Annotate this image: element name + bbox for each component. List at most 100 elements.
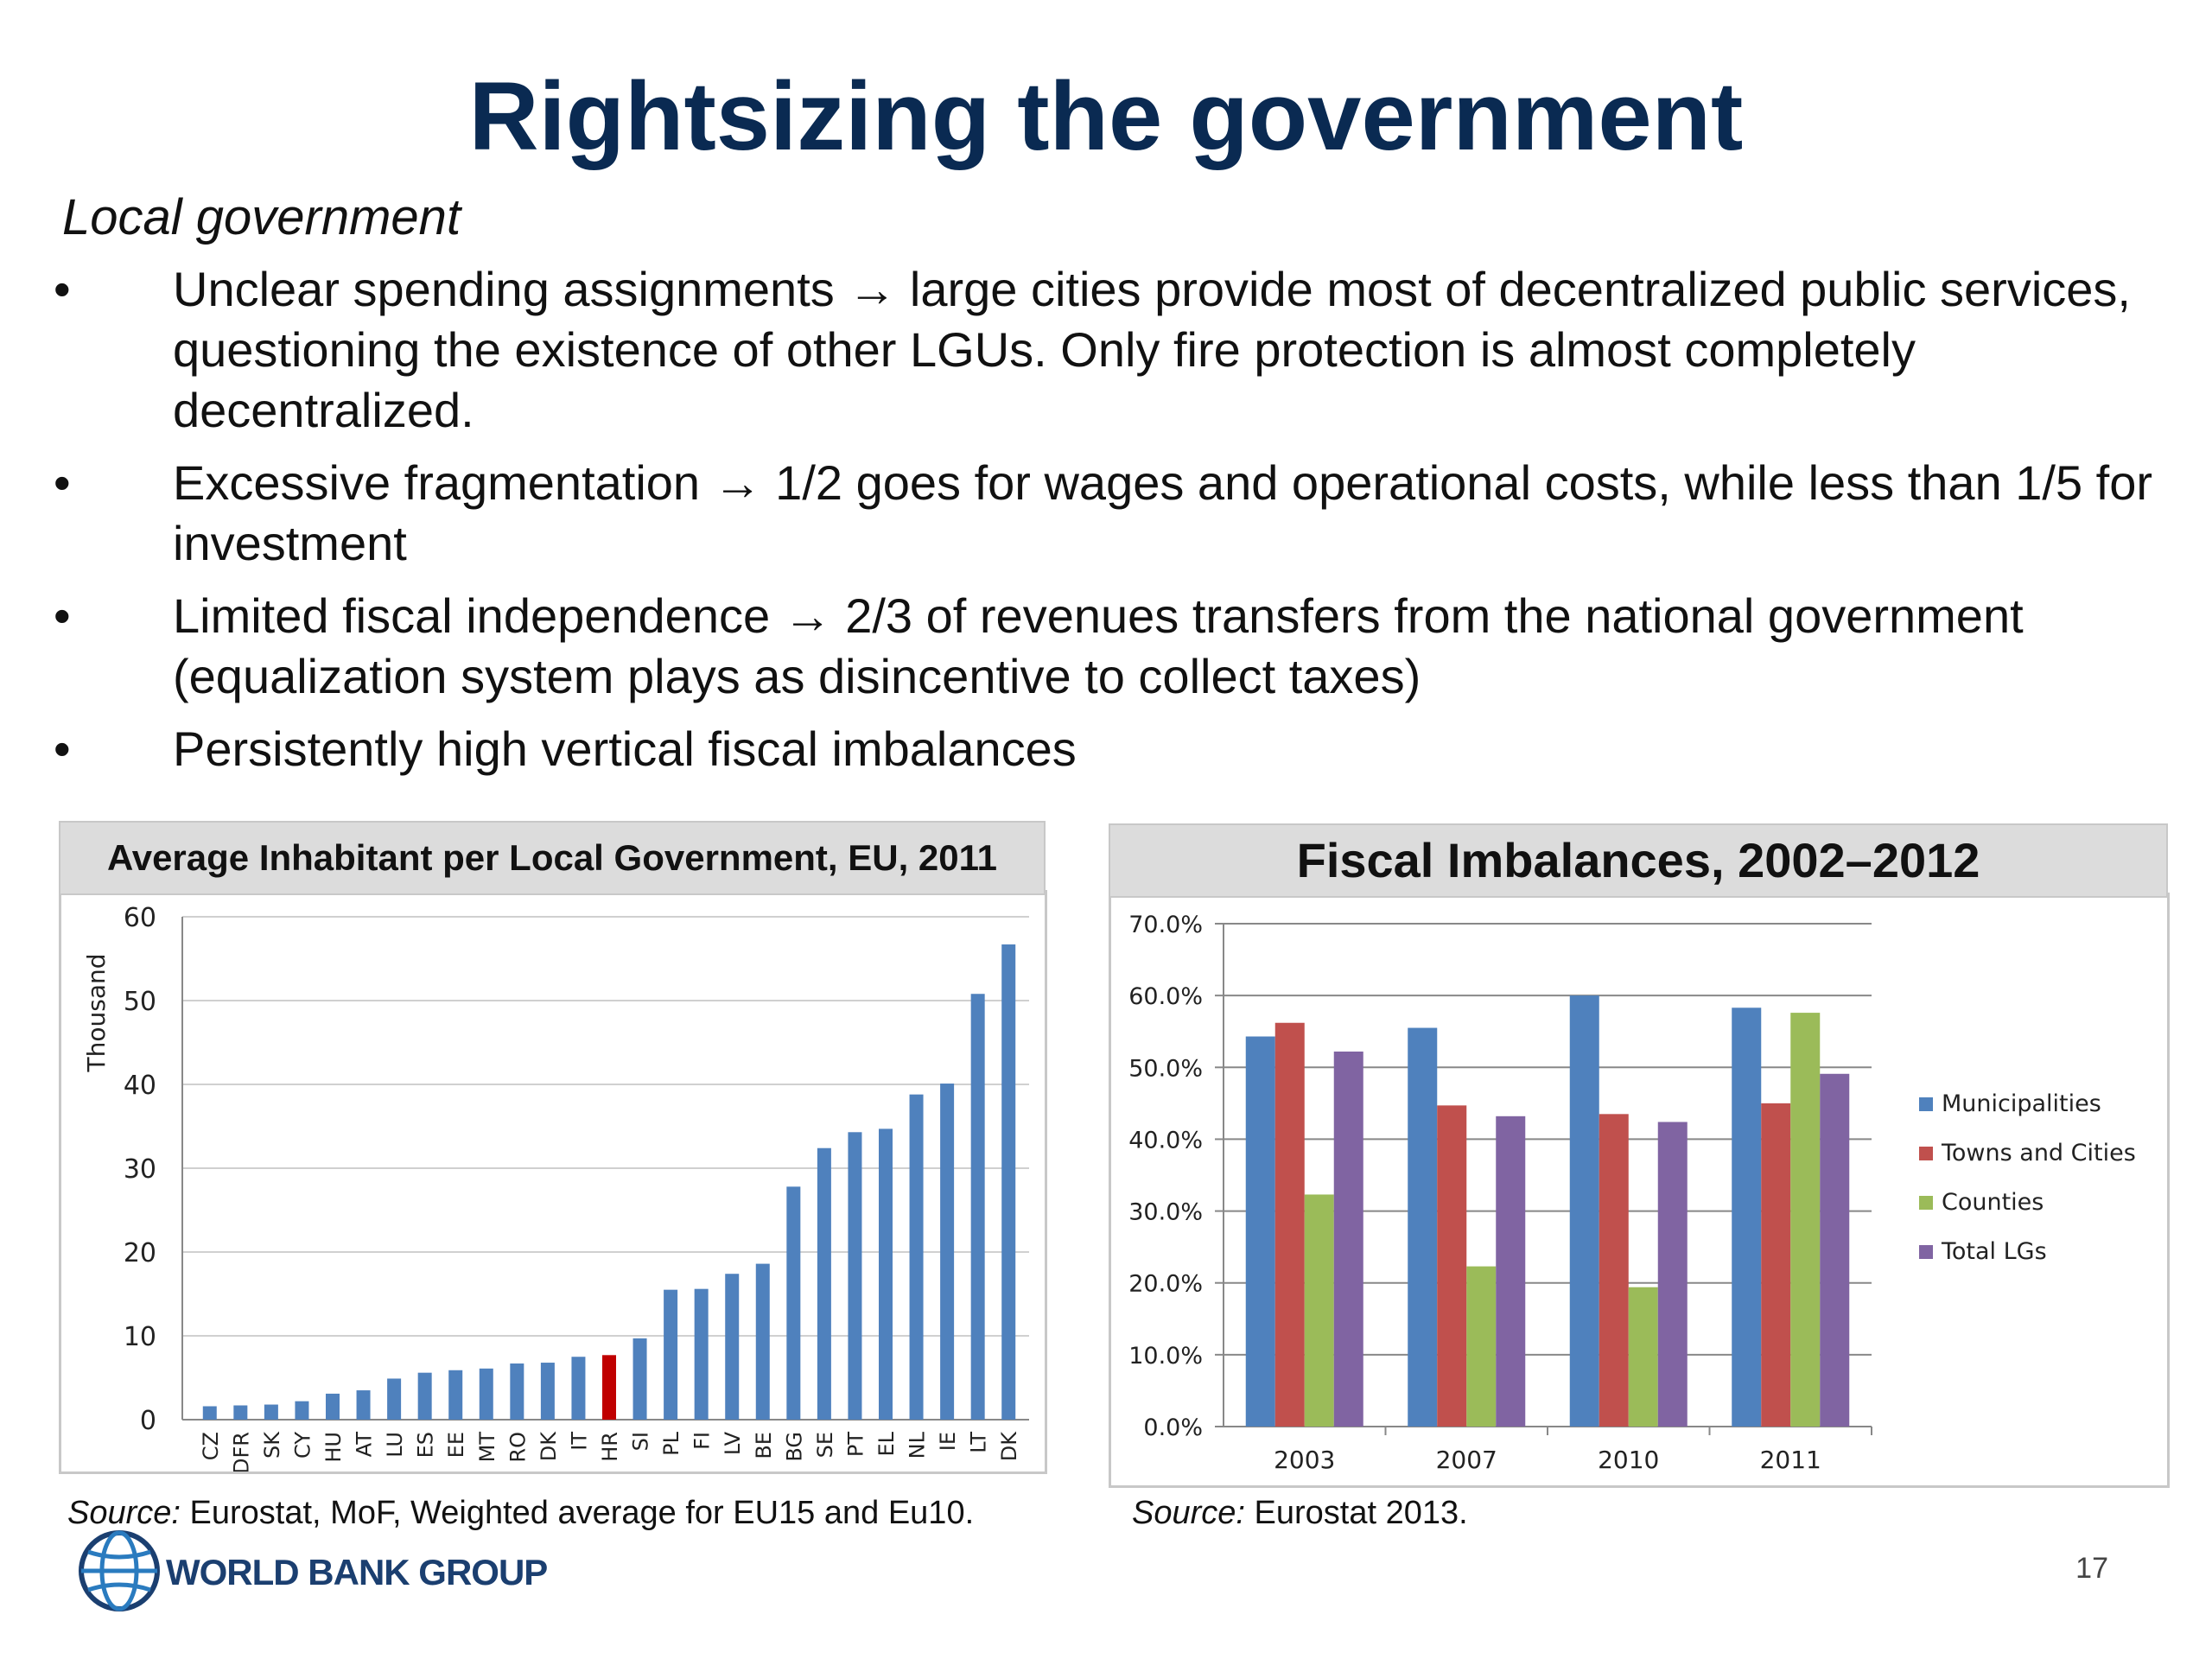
x-tick-label: 2010 bbox=[1598, 1446, 1659, 1474]
bar bbox=[909, 1094, 924, 1420]
bar bbox=[970, 994, 985, 1420]
bar bbox=[1466, 1266, 1497, 1427]
bar bbox=[1569, 995, 1599, 1427]
bar bbox=[848, 1132, 862, 1420]
bar bbox=[1820, 1073, 1850, 1427]
x-tick-label: IT bbox=[567, 1432, 591, 1451]
bar bbox=[264, 1404, 278, 1420]
y-tick-label: 50.0% bbox=[1128, 1055, 1203, 1082]
x-tick-label: MT bbox=[475, 1432, 499, 1463]
bar bbox=[571, 1357, 586, 1420]
legend-label: Total LGs bbox=[1941, 1238, 2047, 1265]
page-number: 17 bbox=[2075, 1552, 2108, 1585]
bar bbox=[540, 1363, 555, 1420]
bar bbox=[510, 1363, 524, 1420]
bullet-marker: • bbox=[54, 262, 71, 316]
legend-label: Towns and Cities bbox=[1941, 1140, 2136, 1166]
bar bbox=[940, 1084, 955, 1420]
x-tick-label: BG bbox=[782, 1432, 806, 1462]
bar bbox=[1001, 944, 1016, 1420]
bar bbox=[786, 1186, 801, 1420]
bar bbox=[1657, 1122, 1688, 1427]
x-tick-label: LU bbox=[383, 1432, 407, 1458]
x-tick-label: HR bbox=[598, 1432, 622, 1462]
x-tick-label: DFR bbox=[229, 1432, 253, 1471]
bar bbox=[1496, 1116, 1526, 1427]
bar bbox=[295, 1401, 309, 1420]
bullet-marker: • bbox=[54, 721, 71, 776]
bullet-item: • Unclear spending assignments → large c… bbox=[54, 259, 2162, 441]
x-tick-label: NL bbox=[906, 1431, 930, 1459]
inhabitants-bar-chart: 0 10 20 30 40 50 60 Thousand CZ DFR SK CY HU AT LU ES EE… bbox=[82, 903, 1029, 1474]
y-tick-label: 0 bbox=[140, 1406, 156, 1436]
y-tick-label: 30.0% bbox=[1128, 1199, 1203, 1226]
bullet-list: • Unclear spending assignments → large c… bbox=[54, 259, 2162, 791]
bullet-text: Limited fiscal independence → 2/3 of rev… bbox=[173, 588, 2024, 703]
x-tick-label: SK bbox=[260, 1431, 284, 1459]
legend-label: Municipalities bbox=[1942, 1090, 2101, 1117]
x-tick-label: BE bbox=[752, 1432, 776, 1459]
bar bbox=[817, 1147, 831, 1420]
bar bbox=[202, 1406, 217, 1420]
x-tick-label: SI bbox=[629, 1432, 653, 1451]
bar bbox=[1790, 1013, 1821, 1427]
bar bbox=[694, 1288, 709, 1420]
source-label: Source: bbox=[67, 1495, 181, 1531]
left-chart-source: Source: Eurostat, MoF, Weighted average … bbox=[67, 1495, 974, 1532]
x-tick-label: DK bbox=[997, 1431, 1021, 1461]
x-tick-label: SE bbox=[813, 1432, 837, 1458]
source-text: Eurostat 2013. bbox=[1244, 1495, 1468, 1531]
fiscal-chart-panel: 0.0% 10.0% 20.0% 30.0% 40.0% 50.0% 60.0% 70.0% 2… bbox=[1109, 893, 2170, 1488]
y-tick-label: 20 bbox=[124, 1238, 156, 1268]
x-tick-label: ES bbox=[414, 1432, 438, 1458]
logo-text: WORLD BANK GROUP bbox=[166, 1552, 548, 1592]
bar bbox=[233, 1405, 248, 1420]
bar bbox=[755, 1263, 770, 1420]
x-tick-label: AT bbox=[353, 1432, 377, 1458]
x-tick-label: LV bbox=[721, 1431, 745, 1455]
bullet-text: Unclear spending assignments → large cit… bbox=[173, 262, 2131, 437]
inhabitants-chart-title: Average Inhabitant per Local Government,… bbox=[59, 821, 1046, 895]
bar bbox=[1437, 1105, 1467, 1427]
legend-swatch bbox=[1919, 1245, 1933, 1259]
x-tick-label: EE bbox=[444, 1432, 468, 1458]
bar bbox=[1333, 1051, 1363, 1427]
bar bbox=[602, 1355, 616, 1420]
x-tick-label: CZ bbox=[199, 1432, 223, 1460]
slide-title: Rightsizing the government bbox=[468, 62, 1744, 170]
y-tick-label: 0.0% bbox=[1143, 1414, 1203, 1441]
bar bbox=[479, 1368, 493, 1420]
y-tick-label: 30 bbox=[124, 1154, 156, 1185]
x-tick-label: CY bbox=[290, 1432, 315, 1459]
legend-swatch bbox=[1919, 1196, 1933, 1210]
y-tick-label: 50 bbox=[124, 987, 156, 1017]
right-chart-source: Source: Eurostat 2013. bbox=[1132, 1495, 1468, 1532]
source-label: Source: bbox=[1132, 1495, 1245, 1531]
bar bbox=[326, 1393, 340, 1420]
y-tick-label: 20.0% bbox=[1128, 1271, 1203, 1298]
bar bbox=[1304, 1194, 1334, 1427]
legend-label: Counties bbox=[1942, 1189, 2044, 1216]
x-tick-label: PL bbox=[659, 1431, 683, 1455]
bar bbox=[356, 1390, 371, 1420]
y-tick-label: 10.0% bbox=[1128, 1343, 1203, 1370]
x-tick-label: RO bbox=[505, 1432, 530, 1463]
x-tick-label: IE bbox=[936, 1432, 960, 1451]
bullet-text: Persistently high vertical fiscal imbala… bbox=[173, 721, 1077, 776]
bar bbox=[632, 1338, 647, 1420]
bar bbox=[1245, 1036, 1275, 1427]
bar bbox=[1274, 1022, 1305, 1427]
x-tick-label: EL bbox=[874, 1431, 899, 1456]
bar bbox=[879, 1128, 893, 1420]
bullet-item: • Persistently high vertical fiscal imba… bbox=[54, 719, 2162, 779]
bar bbox=[417, 1372, 432, 1420]
y-tick-label: 70.0% bbox=[1128, 912, 1203, 938]
x-tick-label: HU bbox=[321, 1432, 346, 1463]
bar bbox=[1408, 1027, 1438, 1427]
bullet-item: • Limited fiscal independence → 2/3 of r… bbox=[54, 586, 2162, 707]
bullet-text: Excessive fragmentation → 1/2 goes for w… bbox=[173, 455, 2153, 570]
bar bbox=[1628, 1287, 1658, 1427]
y-tick-label: 40 bbox=[124, 1071, 156, 1101]
x-tick-label: 2007 bbox=[1436, 1446, 1497, 1474]
y-axis-label: Thousand bbox=[82, 954, 111, 1073]
